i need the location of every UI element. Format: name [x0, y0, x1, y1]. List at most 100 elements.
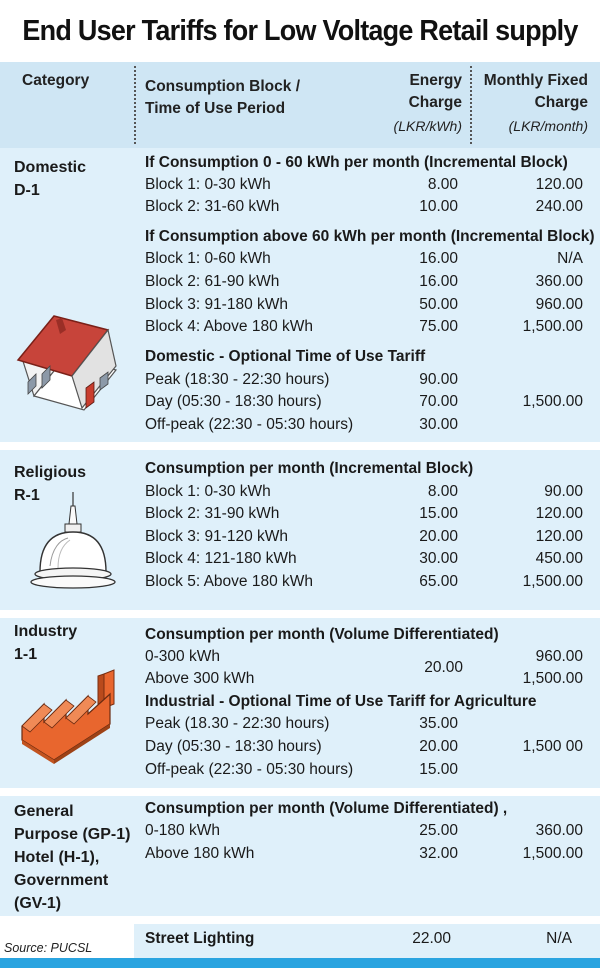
- fixed-charge: 360.00: [535, 273, 583, 290]
- general-category-line: Hotel (H-1),: [14, 849, 100, 866]
- energy-charge: 50.00: [419, 296, 458, 313]
- energy-charge: 10.00: [419, 198, 458, 215]
- energy-charge: 25.00: [419, 822, 458, 839]
- header-energy-line2: Charge: [408, 94, 462, 111]
- fixed-charge: 960.00: [535, 648, 583, 665]
- energy-charge: 32.00: [419, 845, 458, 862]
- row-label: Block 1: 0-30 kWh: [145, 483, 271, 500]
- fixed-charge: 120.00: [535, 528, 583, 545]
- industry-section2-title: Industrial - Optional Time of Use Tariff…: [145, 693, 537, 710]
- table-row: Block 2: 31-60 kWh 10.00 240.00: [145, 196, 595, 218]
- header-energy-unit: (LKR/kWh): [393, 118, 462, 134]
- table-row: Block 4: Above 180 kWh 75.00 1,500.00: [145, 316, 595, 338]
- fixed-charge: 1,500.00: [522, 393, 583, 410]
- fixed-charge: N/A: [557, 250, 583, 267]
- row-label: Off-peak (22:30 - 05:30 hours): [145, 416, 354, 433]
- header-divider: [470, 66, 472, 144]
- stupa-icon: [30, 492, 116, 589]
- street-section: [134, 924, 600, 958]
- row-label: Block 5: Above 180 kWh: [145, 573, 314, 590]
- energy-charge: 20.00: [419, 738, 458, 755]
- row-label: Block 1: 0-60 kWh: [145, 250, 271, 267]
- row-label: Block 2: 31-90 kWh: [145, 505, 280, 522]
- row-label: Block 2: 31-60 kWh: [145, 198, 280, 215]
- table-row: Block 1: 0-30 kWh 8.00 120.00: [145, 174, 595, 196]
- row-label: Block 3: 91-120 kWh: [145, 528, 289, 545]
- fixed-charge: 960.00: [535, 296, 583, 313]
- table-row: Block 3: 91-120 kWh 20.00 120.00: [145, 526, 595, 548]
- header-divider: [134, 66, 136, 144]
- table-row: 0-300 kWh 960.00: [145, 646, 595, 668]
- fixed-charge: 1,500.00: [522, 318, 583, 335]
- row-label: Above 300 kWh: [145, 670, 255, 687]
- header-block-line2: Time of Use Period: [145, 100, 286, 117]
- fixed-charge: 90.00: [544, 483, 583, 500]
- general-category-line: General: [14, 803, 74, 820]
- header-energy-line1: Energy: [409, 72, 462, 89]
- religious-section-title: Consumption per month (Incremental Block…: [145, 460, 474, 477]
- header-fixed-line1: Monthly Fixed: [483, 72, 588, 89]
- row-label: 0-180 kWh: [145, 822, 220, 839]
- table-row: Block 3: 91-180 kWh 50.00 960.00: [145, 294, 595, 316]
- religious-category-line1: Religious: [14, 464, 87, 481]
- energy-charge: 30.00: [419, 416, 458, 433]
- domestic-section1-title: If Consumption 0 - 60 kWh per month (Inc…: [145, 154, 568, 171]
- general-category-line: Purpose (GP-1): [14, 826, 131, 843]
- fixed-charge: 1,500.00: [522, 573, 583, 590]
- industry-category-line2: 1-1: [14, 646, 38, 663]
- fixed-charge: 120.00: [535, 176, 583, 193]
- row-label: Block 3: 91-180 kWh: [145, 296, 289, 313]
- fixed-charge: N/A: [546, 930, 572, 947]
- energy-charge: 75.00: [419, 318, 458, 335]
- table-row: Above 180 kWh 32.00 1,500.00: [145, 843, 595, 865]
- energy-charge: 15.00: [419, 505, 458, 522]
- row-label: Day (05:30 - 18:30 hours): [145, 738, 322, 755]
- energy-charge: 30.00: [419, 550, 458, 567]
- energy-charge: 90.00: [419, 371, 458, 388]
- fixed-charge: 240.00: [535, 198, 583, 215]
- fixed-charge: 1,500 00: [522, 738, 583, 755]
- row-label: Block 4: Above 180 kWh: [145, 318, 314, 335]
- energy-charge: 16.00: [419, 250, 458, 267]
- energy-charge: 15.00: [419, 761, 458, 778]
- domestic-category-line2: D-1: [14, 182, 40, 199]
- header-fixed-unit: (LKR/month): [508, 118, 588, 134]
- domestic-section: [0, 148, 600, 442]
- table-row: Day (05:30 - 18:30 hours) 20.00 1,500 00: [145, 736, 595, 758]
- row-label: Peak (18:30 - 22:30 hours): [145, 371, 330, 388]
- table-row: Block 2: 61-90 kWh 16.00 360.00: [145, 271, 595, 293]
- religious-category-line2: R-1: [14, 487, 40, 504]
- general-section: [0, 796, 600, 916]
- row-label: Off-peak (22:30 - 05:30 hours): [145, 761, 354, 778]
- energy-charge: 35.00: [419, 715, 458, 732]
- row-label: Peak (18.30 - 22:30 hours): [145, 715, 330, 732]
- row-label: 0-300 kWh: [145, 648, 220, 665]
- header-fixed-line2: Charge: [534, 94, 588, 111]
- page-title: End User Tariffs for Low Voltage Retail …: [21, 0, 579, 62]
- energy-charge: 70.00: [419, 393, 458, 410]
- fixed-charge: 1,500.00: [522, 670, 583, 687]
- row-label: Day (05:30 - 18:30 hours): [145, 393, 322, 410]
- table-row: Peak (18:30 - 22:30 hours) 90.00: [145, 369, 595, 391]
- table-row: Block 2: 31-90 kWh 15.00 120.00: [145, 503, 595, 525]
- domestic-section3-title: Domestic - Optional Time of Use Tariff: [145, 348, 426, 365]
- table-row: Peak (18.30 - 22:30 hours) 35.00: [145, 713, 595, 735]
- factory-icon: [21, 669, 115, 764]
- table-row: Off-peak (22:30 - 05:30 hours) 15.00: [145, 759, 595, 781]
- house-icon: [16, 315, 118, 411]
- energy-charge: 8.00: [427, 176, 458, 193]
- table-row: Block 4: 121-180 kWh 30.00 450.00: [145, 548, 595, 570]
- row-label: Block 4: 121-180 kWh: [145, 550, 297, 567]
- industry-category-line1: Industry: [14, 623, 78, 640]
- fixed-charge: 1,500.00: [522, 845, 583, 862]
- industry-section1-title: Consumption per month (Volume Differenti…: [145, 626, 499, 643]
- table-row: Block 5: Above 180 kWh 65.00 1,500.00: [145, 571, 595, 593]
- row-label: Above 180 kWh: [145, 845, 255, 862]
- street-lighting-label: Street Lighting: [145, 930, 255, 947]
- header-category: Category: [22, 72, 90, 89]
- domestic-category-line1: Domestic: [14, 159, 87, 176]
- energy-charge: 8.00: [427, 483, 458, 500]
- row-label: Block 2: 61-90 kWh: [145, 273, 280, 290]
- table-row: Block 1: 0-60 kWh 16.00 N/A: [145, 248, 595, 270]
- general-section-title: Consumption per month (Volume Differenti…: [145, 800, 508, 817]
